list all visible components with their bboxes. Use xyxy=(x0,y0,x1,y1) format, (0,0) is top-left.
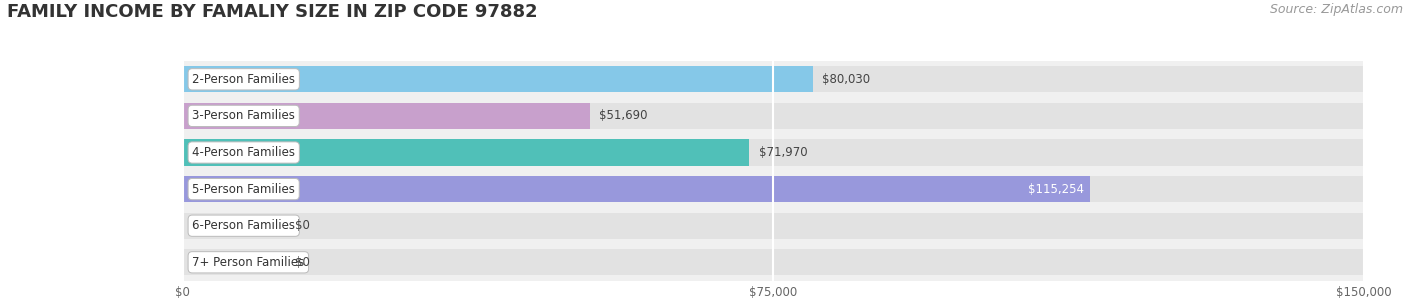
Text: $0: $0 xyxy=(295,256,309,269)
Bar xyxy=(183,66,813,92)
Bar xyxy=(183,103,1364,129)
Bar xyxy=(183,103,589,129)
Text: $0: $0 xyxy=(295,219,309,232)
Bar xyxy=(183,176,1090,202)
Bar xyxy=(183,176,1364,202)
Text: 4-Person Families: 4-Person Families xyxy=(193,146,295,159)
Text: Source: ZipAtlas.com: Source: ZipAtlas.com xyxy=(1270,3,1403,16)
Text: 5-Person Families: 5-Person Families xyxy=(193,183,295,196)
Text: 6-Person Families: 6-Person Families xyxy=(193,219,295,232)
Text: $80,030: $80,030 xyxy=(823,73,870,86)
Text: 7+ Person Families: 7+ Person Families xyxy=(193,256,305,269)
Text: 3-Person Families: 3-Person Families xyxy=(193,109,295,122)
Text: 2-Person Families: 2-Person Families xyxy=(193,73,295,86)
Bar xyxy=(183,213,1364,239)
Bar xyxy=(183,139,749,166)
Bar xyxy=(183,139,1364,166)
Text: FAMILY INCOME BY FAMALIY SIZE IN ZIP CODE 97882: FAMILY INCOME BY FAMALIY SIZE IN ZIP COD… xyxy=(7,3,537,21)
Bar xyxy=(183,249,1364,275)
Text: $51,690: $51,690 xyxy=(599,109,648,122)
Text: $115,254: $115,254 xyxy=(1028,183,1084,196)
Bar xyxy=(183,66,1364,92)
Text: $71,970: $71,970 xyxy=(759,146,807,159)
